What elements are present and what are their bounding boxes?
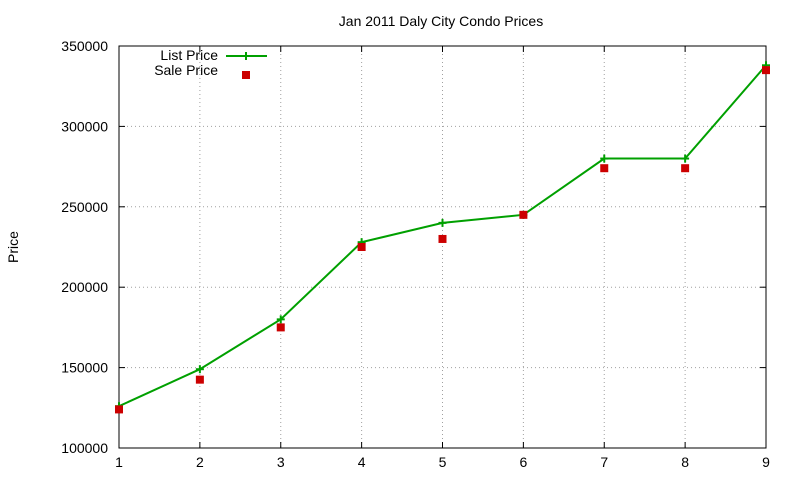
plot-frame: [118, 45, 767, 449]
sale-price-point: [357, 243, 366, 251]
y-axis-label: Price: [5, 231, 21, 263]
list-price-point: [438, 218, 447, 227]
x-tick-label: 2: [196, 454, 204, 470]
x-tick-label: 8: [681, 454, 689, 470]
y-tick-label: 250000: [61, 199, 108, 215]
sale-price-point: [519, 210, 528, 219]
list-price-point: [276, 315, 285, 324]
series: [115, 61, 770, 414]
x-tick-label: 3: [277, 454, 285, 470]
x-tick-label: 4: [358, 454, 366, 470]
y-tick-label: 350000: [61, 38, 108, 54]
grid: [119, 46, 766, 448]
sale-price-point: [195, 375, 204, 384]
axes: 100000 150000 200000 250000 300000 350000 1 2 3 4…: [61, 38, 770, 470]
chart-title: Jan 2011 Daly City Condo Prices: [339, 13, 543, 29]
y-tick-label: 150000: [61, 360, 108, 376]
sale-price-point: [762, 66, 770, 75]
legend-label-sale-price: Sale Price: [154, 62, 218, 78]
y-tick-label: 200000: [61, 279, 108, 295]
list-price-point: [195, 365, 204, 374]
sale-price-point: [115, 405, 123, 414]
sale-price-point: [681, 164, 690, 173]
sale-price-point: [438, 234, 447, 243]
list-price-point: [681, 154, 690, 163]
x-tick-label: 9: [762, 454, 770, 470]
legend-marker-list-price: [242, 52, 250, 60]
legend-marker-sale-price: [242, 71, 250, 79]
x-tick-label: 6: [519, 454, 527, 470]
sale-price-point: [600, 164, 609, 173]
sale-price-point: [276, 323, 285, 332]
x-tick-label: 7: [600, 454, 608, 470]
x-tick-label: 5: [439, 454, 447, 470]
legend-label-list-price: List Price: [160, 47, 218, 63]
x-tick-label: 1: [115, 454, 123, 470]
list-price-point: [600, 154, 609, 163]
y-tick-label: 100000: [61, 440, 108, 456]
y-tick-label: 300000: [61, 118, 108, 134]
